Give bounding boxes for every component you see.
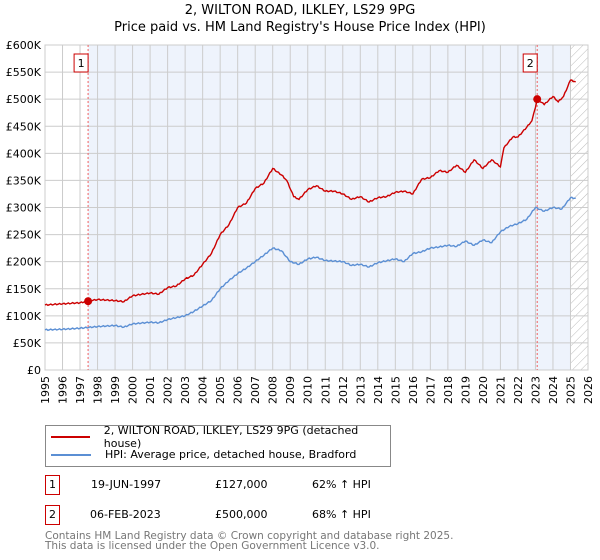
x-tick-label: 2002 [162, 376, 175, 404]
footer-licence: This data is licensed under the Open Gov… [45, 540, 380, 552]
x-tick-label: 2016 [407, 376, 420, 404]
x-tick-label: 2022 [512, 376, 525, 404]
sale-hpi-change: 68% ↑ HPI [312, 508, 371, 521]
legend: 2, WILTON ROAD, ILKLEY, LS29 9PG (detach… [45, 424, 391, 467]
footer-copyright: Contains HM Land Registry data © Crown c… [45, 530, 454, 542]
sale-price: £127,000 [215, 478, 268, 491]
sale-row-2: 2 06-FEB-2023 £500,000 68% ↑ HPI [45, 505, 600, 525]
legend-label: 2, WILTON ROAD, ILKLEY, LS29 9PG (detach… [103, 423, 359, 450]
x-tick-label: 2000 [127, 376, 140, 404]
y-tick-label: £600K [6, 39, 42, 52]
property-price-line [44, 79, 576, 307]
legend-swatch-red [51, 435, 90, 438]
sale-price: £500,000 [215, 508, 268, 521]
legend-item-hpi: HPI: Average price, detached house, Brad… [46, 446, 356, 463]
sale-point [84, 297, 93, 306]
x-tick-label: 2026 [582, 376, 595, 404]
sale-marker-box [522, 53, 538, 73]
x-tick-label: 2023 [529, 376, 542, 404]
y-tick-label: £350K [6, 174, 42, 187]
y-tick-label: £150K [6, 283, 42, 296]
y-tick-label: £300K [6, 202, 42, 215]
x-tick-label: 2001 [144, 376, 157, 404]
x-tick-label: 2005 [214, 376, 227, 404]
legend-swatch-blue [51, 453, 91, 456]
sale-date: 06-FEB-2023 [90, 508, 161, 521]
y-tick-label: £100K [6, 310, 42, 323]
x-tick-label: 2013 [354, 376, 367, 404]
y-tick-label: £550K [6, 66, 42, 79]
y-tick-label: £200K [6, 256, 42, 269]
x-tick-label: 2009 [284, 376, 297, 404]
sale-marker-label: 2 [527, 57, 534, 70]
y-tick-label: £50K [13, 337, 42, 350]
x-tick-label: 1999 [109, 376, 122, 404]
x-tick-label: 1997 [74, 376, 87, 404]
sale-marker-box [73, 53, 89, 73]
x-tick-label: 2008 [267, 376, 280, 404]
legend-label: HPI: Average price, detached house, Brad… [105, 448, 357, 461]
x-tick-label: 2010 [302, 376, 315, 404]
x-tick-label: 2015 [389, 376, 402, 404]
x-tick-label: 2012 [337, 376, 350, 404]
x-tick-label: 2018 [442, 376, 455, 404]
x-tick-label: 2011 [319, 376, 332, 404]
y-tick-label: £450K [6, 120, 42, 133]
legend-item-property: 2, WILTON ROAD, ILKLEY, LS29 9PG (detach… [46, 424, 390, 450]
x-tick-label: 2019 [459, 376, 472, 404]
y-tick-label: £250K [6, 229, 42, 242]
x-tick-label: 2007 [249, 376, 262, 404]
y-tick-label: £400K [6, 147, 42, 160]
sale-point [533, 95, 542, 104]
sale-marker-label: 1 [78, 57, 85, 70]
x-tick-label: 2025 [564, 376, 577, 404]
chart-subtitle: Price paid vs. HM Land Registry's House … [114, 20, 486, 35]
x-tick-label: 2020 [477, 376, 490, 404]
x-tick-label: 2021 [494, 376, 507, 404]
plot-border [44, 44, 589, 371]
sale-date: 19-JUN-1997 [91, 478, 162, 491]
y-tick-label: £500K [6, 93, 42, 106]
y-tick-label: £0 [27, 364, 41, 377]
x-tick-label: 2003 [179, 376, 192, 404]
hpi-line [44, 196, 576, 332]
x-tick-label: 2024 [547, 376, 560, 404]
chart-title: 2, WILTON ROAD, ILKLEY, LS29 9PG [184, 3, 416, 18]
x-tick-label: 2004 [197, 376, 210, 404]
x-tick-label: 1996 [57, 376, 70, 404]
sale-marker-label: 2 [45, 505, 60, 525]
x-tick-label: 1998 [92, 376, 105, 404]
sale-hpi-change: 62% ↑ HPI [312, 478, 371, 491]
sale-marker-label: 1 [45, 475, 60, 495]
x-tick-label: 2014 [372, 376, 385, 404]
x-tick-label: 1995 [39, 376, 52, 404]
footer: Contains HM Land Registry data © Crown c… [45, 530, 454, 552]
x-tick-label: 2006 [232, 376, 245, 404]
sale-row-1: 1 19-JUN-1997 £127,000 62% ↑ HPI [45, 475, 600, 495]
line-chart: 1995 1996 1997 1998 1999 2000 2001 2002 2003 2004… [6, 39, 595, 404]
x-tick-label: 2017 [424, 376, 437, 404]
